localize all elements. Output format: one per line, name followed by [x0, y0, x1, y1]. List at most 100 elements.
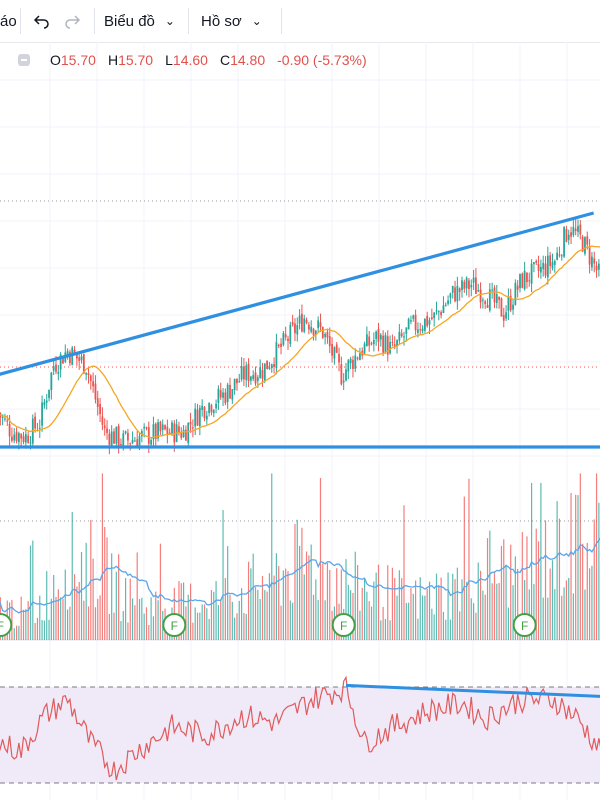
volume-bar [347, 584, 349, 640]
volume-bar [403, 505, 405, 640]
candle-body [94, 383, 97, 400]
candle-body [75, 353, 78, 359]
volume-bar [595, 473, 598, 640]
volume-bar [29, 545, 32, 640]
volume-bar [507, 607, 509, 640]
candle-body [595, 265, 598, 271]
candle-body [530, 263, 533, 284]
candle-body [553, 260, 556, 265]
candle-body [238, 381, 241, 383]
volume-bar [598, 502, 600, 640]
volume-bar [62, 598, 64, 640]
candle-body [393, 344, 396, 347]
chart-menu[interactable]: Biểu đồ ⌄ [104, 0, 175, 42]
volume-bar [85, 542, 87, 640]
candle-body [120, 444, 122, 446]
volume-bar [13, 628, 15, 640]
candle-body [479, 289, 482, 303]
candle-body [34, 416, 37, 429]
volume-bar [115, 571, 117, 640]
volume-bar [549, 568, 551, 640]
volume-bar [39, 595, 41, 640]
toolbar-cut-item[interactable]: áo [0, 0, 17, 42]
candle-body [182, 429, 185, 437]
candle-body [519, 274, 521, 289]
chevron-down-icon: ⌄ [251, 14, 262, 28]
candle-body [382, 335, 385, 353]
volume-bar [554, 589, 556, 640]
candle-body [224, 392, 227, 404]
volume-bar [125, 578, 127, 640]
candle-body [342, 380, 345, 383]
candle-body [268, 367, 271, 369]
volume-bar [308, 555, 310, 640]
candle-body [229, 384, 231, 399]
candle-body [233, 378, 236, 391]
candle-body [335, 344, 338, 353]
open-label: O [50, 52, 61, 68]
candle-body [379, 334, 382, 340]
candle-body [488, 289, 491, 311]
eye-icon[interactable] [18, 54, 30, 66]
volume-bar [373, 581, 375, 640]
volume-bar [526, 536, 528, 640]
candle-body [560, 255, 563, 257]
volume-bar [118, 554, 120, 640]
candle-body [154, 423, 157, 440]
volume-bar [113, 612, 115, 640]
candle-body [243, 366, 245, 380]
candle-body [324, 333, 327, 338]
candle-body [423, 318, 426, 331]
candle-body [528, 280, 531, 282]
volume-bar [345, 559, 347, 640]
volume-bar [111, 553, 113, 640]
candle-body [345, 369, 347, 381]
volume-bar [510, 544, 512, 640]
volume-bar [36, 617, 39, 640]
volume-bar [259, 599, 261, 640]
redo-button[interactable] [63, 0, 83, 42]
dividend-marker [512, 613, 537, 637]
volume-bar [551, 560, 554, 640]
volume-bar [192, 622, 194, 640]
candle-body [565, 228, 568, 242]
candle-body [481, 299, 484, 301]
candle-body [231, 389, 234, 400]
volume-bar [556, 501, 558, 640]
volume-bar [357, 565, 359, 640]
volume-bar [60, 597, 62, 640]
candle-body [127, 432, 129, 441]
volume-bar [405, 603, 407, 640]
volume-bar [247, 561, 250, 640]
undo-button[interactable] [33, 0, 53, 42]
candle-body [4, 418, 6, 420]
candle-body [326, 331, 329, 338]
volume-bar [363, 578, 366, 640]
rsi-line [0, 675, 600, 781]
volume-bar [484, 594, 486, 640]
volume-bar [503, 539, 505, 640]
candle-body [261, 370, 264, 379]
volume-bar [477, 562, 479, 640]
volume-bar [92, 558, 94, 640]
volume-bar [535, 528, 537, 640]
profile-menu[interactable]: Hồ sơ ⌄ [201, 0, 262, 42]
candle-body [526, 272, 528, 283]
candle-body [430, 317, 433, 320]
volume-bar [315, 579, 317, 640]
candle-body [147, 427, 150, 444]
candle-body [219, 390, 222, 398]
dividend-marker [162, 613, 187, 637]
candle-body [143, 426, 146, 429]
candle-body [201, 405, 204, 410]
candle-body [129, 443, 132, 445]
candle-body [99, 404, 101, 415]
volume-bar [568, 577, 570, 640]
volume-bar [579, 473, 581, 640]
candle-body [252, 375, 255, 379]
candle-body [333, 347, 336, 359]
candle-body [249, 376, 252, 381]
volume-bar [210, 590, 213, 640]
candle-body [294, 323, 296, 334]
